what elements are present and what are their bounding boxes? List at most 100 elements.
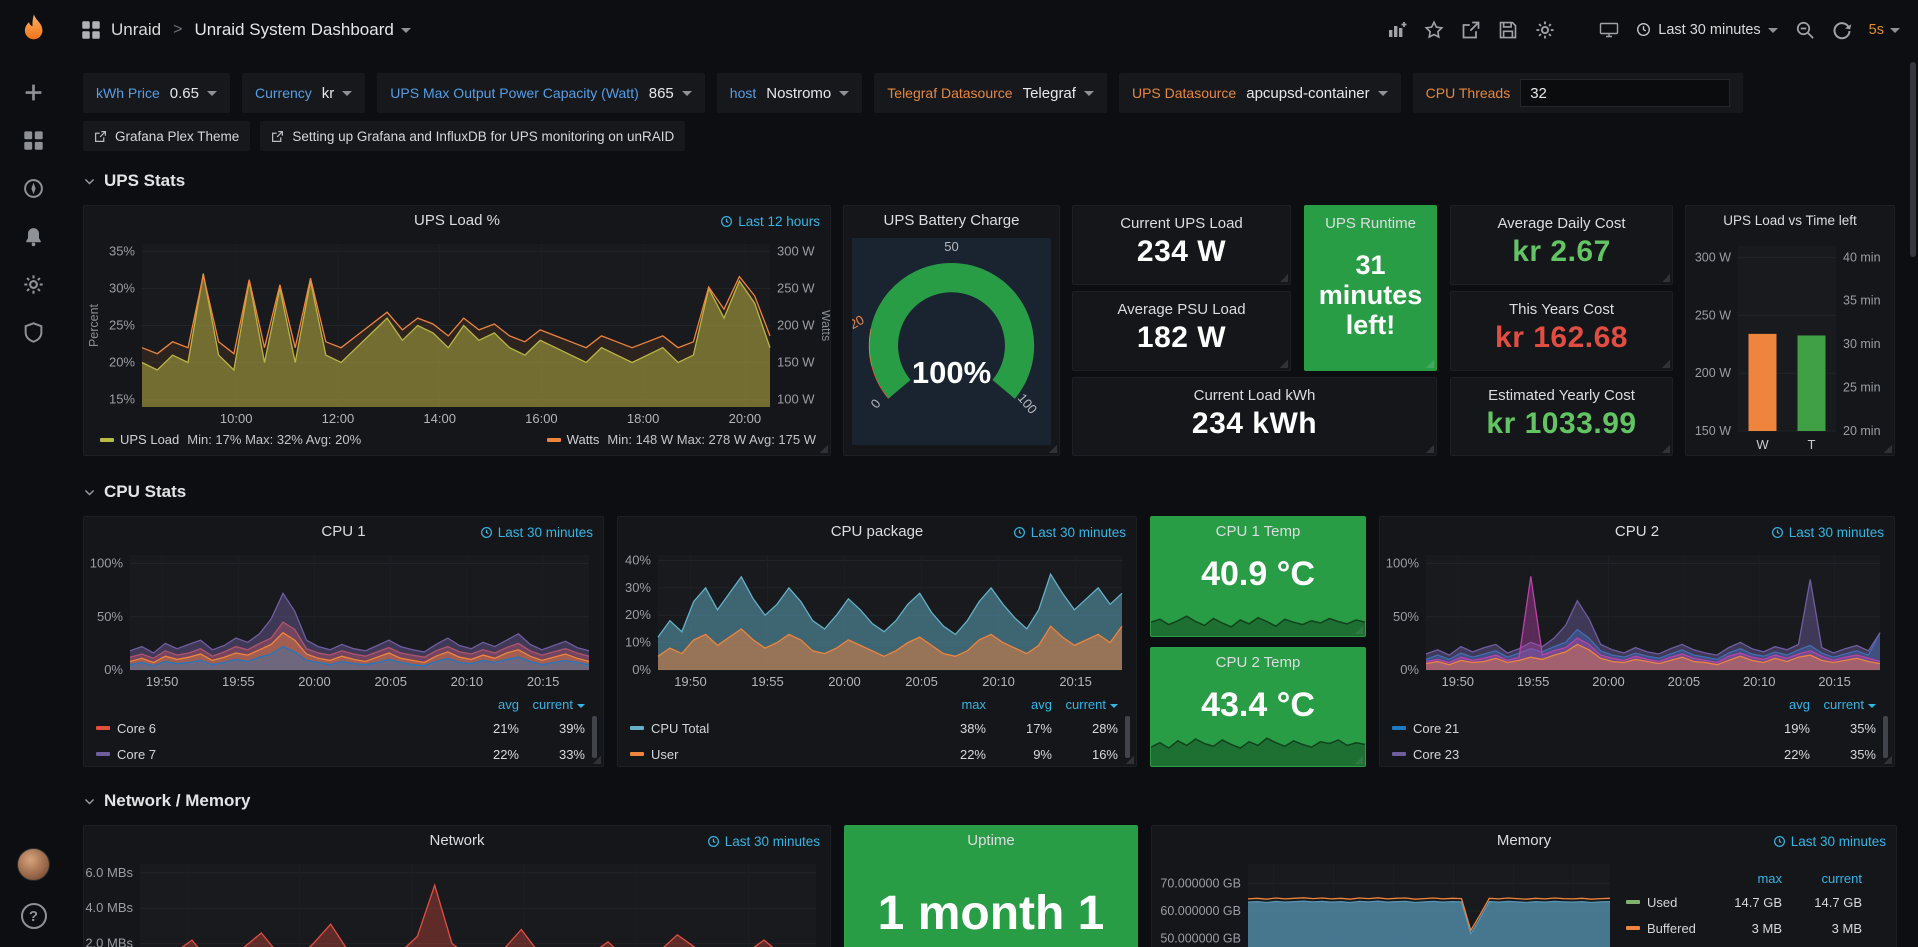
series-name[interactable]: Core 23: [1392, 747, 1744, 762]
legend-header-max[interactable]: max: [961, 697, 986, 712]
panel-title[interactable]: UPS Battery Charge: [883, 212, 1020, 229]
link-ups-monitoring-guide[interactable]: Setting up Grafana and InfluxDB for UPS …: [260, 121, 686, 151]
series-name[interactable]: UPS Load: [120, 432, 180, 447]
cycle-view-monitor-icon[interactable]: [1599, 20, 1619, 40]
alerting-bell-icon[interactable]: [23, 226, 44, 247]
svg-text:100%: 100%: [1386, 556, 1420, 571]
legend-scrollbar[interactable]: [592, 716, 597, 758]
time-range-badge[interactable]: Last 12 hours: [720, 214, 820, 229]
create-icon[interactable]: [23, 82, 44, 103]
variable-value-dropdown[interactable]: 865: [649, 85, 692, 102]
panel-title[interactable]: CPU package: [830, 523, 924, 540]
breadcrumb-app[interactable]: Unraid: [111, 19, 162, 39]
series-name[interactable]: Core 6: [96, 721, 453, 736]
panel-title[interactable]: Network: [429, 832, 485, 849]
scrollbar-thumb[interactable]: [1910, 62, 1916, 257]
panel-title[interactable]: Average PSU Load: [1117, 301, 1246, 318]
legend-header-avg[interactable]: avg: [1789, 697, 1810, 712]
refresh-interval-dropdown[interactable]: 5s: [1869, 22, 1900, 38]
panel-title[interactable]: UPS Load vs Time left: [1723, 213, 1857, 228]
explore-icon[interactable]: [23, 178, 44, 199]
panel-title[interactable]: Current Load kWh: [1193, 387, 1316, 404]
dashboard-title[interactable]: Unraid System Dashboard: [194, 20, 411, 40]
time-range-badge[interactable]: Last 30 minutes: [1013, 525, 1126, 540]
svg-text:20:00: 20:00: [828, 674, 861, 689]
refresh-icon[interactable]: [1832, 20, 1852, 40]
variable-value-dropdown[interactable]: 0.65: [170, 85, 217, 102]
settings-gear-icon[interactable]: [1535, 20, 1555, 40]
ups-load-chart[interactable]: 15% 20% 25% 30% 35% 100 W 150 W 200 W 250 W 300 W…: [84, 236, 830, 429]
time-range-badge[interactable]: Last 30 minutes: [480, 525, 593, 540]
zoom-out-icon[interactable]: [1795, 20, 1815, 40]
legend-header-current[interactable]: current: [1821, 871, 1862, 886]
legend-scrollbar[interactable]: [1883, 716, 1888, 758]
battery-charge-gauge[interactable]: 0 20 50 100 100%: [852, 238, 1051, 445]
cpu1-chart[interactable]: 0% 50% 100% 19:50 19:55 20:00 20:05 20:10 20:15: [84, 547, 603, 692]
time-range-badge[interactable]: Last 30 minutes: [707, 834, 820, 849]
legend-header-current[interactable]: current: [519, 697, 585, 712]
panel-title[interactable]: CPU 1: [321, 523, 366, 540]
stat-value: 182 W: [1136, 321, 1227, 354]
time-range-picker[interactable]: Last 30 minutes: [1636, 22, 1778, 38]
variable-value-dropdown[interactable]: Nostromo: [766, 85, 850, 102]
variable-value-dropdown[interactable]: Telegraf: [1023, 85, 1094, 102]
panel-title[interactable]: CPU 2: [1614, 523, 1660, 540]
panel-title[interactable]: Current UPS Load: [1120, 215, 1243, 232]
link-grafana-plex-theme[interactable]: Grafana Plex Theme: [83, 121, 251, 151]
time-range-badge[interactable]: Last 30 minutes: [1773, 834, 1886, 849]
series-name[interactable]: Used: [1626, 895, 1702, 910]
star-icon[interactable]: [1424, 19, 1444, 40]
panel-title[interactable]: Uptime: [967, 832, 1015, 849]
badge-label: Last 30 minutes: [724, 834, 820, 849]
legend-header-avg[interactable]: avg: [498, 697, 519, 712]
panel-title[interactable]: This Years Cost: [1508, 301, 1615, 318]
dashboards-icon[interactable]: [23, 130, 44, 151]
configuration-gear-icon[interactable]: [23, 274, 44, 295]
cpu2-chart[interactable]: 0% 50% 100% 19:50 19:55 20:00 20:05 20:10 20:15: [1380, 547, 1894, 692]
section-header-cpu-stats[interactable]: CPU Stats: [83, 482, 1918, 502]
series-name[interactable]: Core 21: [1392, 721, 1744, 736]
legend-header-avg[interactable]: avg: [1031, 697, 1052, 712]
panel-title[interactable]: Average Daily Cost: [1497, 215, 1626, 232]
series-name[interactable]: CPU Total: [630, 721, 920, 736]
dashboard-grid-icon[interactable]: [81, 20, 101, 40]
legend-scrollbar[interactable]: [1125, 716, 1130, 758]
legend-row: User 22% 9% 16%: [630, 741, 1118, 767]
variable-value-dropdown[interactable]: kr: [322, 85, 353, 102]
svg-text:50%: 50%: [1393, 609, 1419, 624]
panel-title[interactable]: CPU 2 Temp: [1215, 654, 1301, 671]
series-name[interactable]: Core 7: [96, 747, 453, 762]
variable-currency: Currency kr: [242, 73, 366, 113]
user-avatar[interactable]: [17, 848, 50, 881]
panel-title[interactable]: UPS Load %: [414, 212, 500, 229]
grafana-logo-icon[interactable]: [16, 12, 52, 48]
svg-text:20:05: 20:05: [1668, 674, 1701, 689]
panel-title[interactable]: Estimated Yearly Cost: [1488, 387, 1635, 404]
help-icon[interactable]: ?: [20, 903, 47, 929]
panel-title[interactable]: UPS Runtime: [1325, 215, 1416, 232]
legend-header-current[interactable]: current: [1810, 697, 1876, 712]
save-icon[interactable]: [1498, 20, 1518, 40]
panel-cpu1: CPU 1 Last 30 minutes 0% 50% 100% 19:50 19:5…: [83, 516, 604, 767]
series-name[interactable]: Watts: [566, 432, 600, 447]
add-panel-icon[interactable]: [1387, 20, 1407, 40]
series-stats: Min: 148 W Max: 278 W Avg: 175 W: [607, 432, 816, 447]
cpu-package-chart[interactable]: 0% 10% 20% 30% 40% 19:50 19:55 20:00 20:05 20:10 2…: [618, 547, 1136, 692]
panel-title[interactable]: Memory: [1496, 832, 1552, 849]
variable-value-dropdown[interactable]: apcupsd-container: [1246, 85, 1388, 102]
legend-header-current[interactable]: current: [1052, 697, 1118, 712]
ups-load-vs-time-chart[interactable]: W T 150 W 200 W 250 W 300 W 20 min 25 min 30 min…: [1686, 236, 1894, 457]
series-name[interactable]: Buffered: [1626, 921, 1702, 936]
share-icon[interactable]: [1461, 20, 1481, 40]
cpu-threads-input[interactable]: [1520, 79, 1731, 107]
server-admin-shield-icon[interactable]: [23, 322, 44, 343]
section-header-network-memory[interactable]: Network / Memory: [83, 791, 1918, 811]
time-range-badge[interactable]: Last 30 minutes: [1771, 525, 1884, 540]
panel-estimated-yearly-cost: Estimated Yearly Cost kr 1033.99: [1450, 377, 1673, 456]
panel-title[interactable]: CPU 1 Temp: [1215, 523, 1301, 540]
series-name[interactable]: User: [630, 747, 920, 762]
legend-header-max[interactable]: max: [1757, 871, 1782, 886]
section-header-ups-stats[interactable]: UPS Stats: [83, 171, 1918, 191]
